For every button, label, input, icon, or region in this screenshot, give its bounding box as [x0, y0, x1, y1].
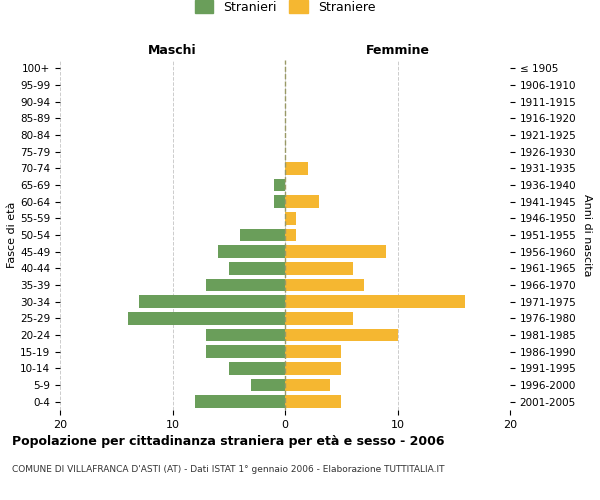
Bar [285, 329, 398, 341]
Bar [274, 196, 285, 208]
Bar [285, 379, 330, 391]
Text: Popolazione per cittadinanza straniera per età e sesso - 2006: Popolazione per cittadinanza straniera p… [12, 435, 445, 448]
Bar [218, 246, 285, 258]
Text: COMUNE DI VILLAFRANCA D'ASTI (AT) - Dati ISTAT 1° gennaio 2006 - Elaborazione TU: COMUNE DI VILLAFRANCA D'ASTI (AT) - Dati… [12, 465, 445, 474]
Bar [139, 296, 285, 308]
Bar [285, 229, 296, 241]
Bar [240, 229, 285, 241]
Bar [251, 379, 285, 391]
Bar [285, 196, 319, 208]
Y-axis label: Fasce di età: Fasce di età [7, 202, 17, 268]
Y-axis label: Anni di nascita: Anni di nascita [582, 194, 592, 276]
Bar [285, 262, 353, 274]
Bar [229, 362, 285, 374]
Bar [206, 329, 285, 341]
Bar [285, 362, 341, 374]
Bar [274, 179, 285, 192]
Bar [206, 346, 285, 358]
Bar [285, 212, 296, 224]
Bar [285, 396, 341, 408]
Bar [285, 346, 341, 358]
Bar [285, 162, 308, 174]
Bar [285, 279, 364, 291]
Bar [285, 296, 465, 308]
Bar [128, 312, 285, 324]
Legend: Stranieri, Straniere: Stranieri, Straniere [190, 0, 380, 19]
Bar [229, 262, 285, 274]
Bar [285, 246, 386, 258]
Text: Maschi: Maschi [148, 44, 197, 57]
Bar [195, 396, 285, 408]
Text: Femmine: Femmine [365, 44, 430, 57]
Bar [206, 279, 285, 291]
Bar [285, 312, 353, 324]
